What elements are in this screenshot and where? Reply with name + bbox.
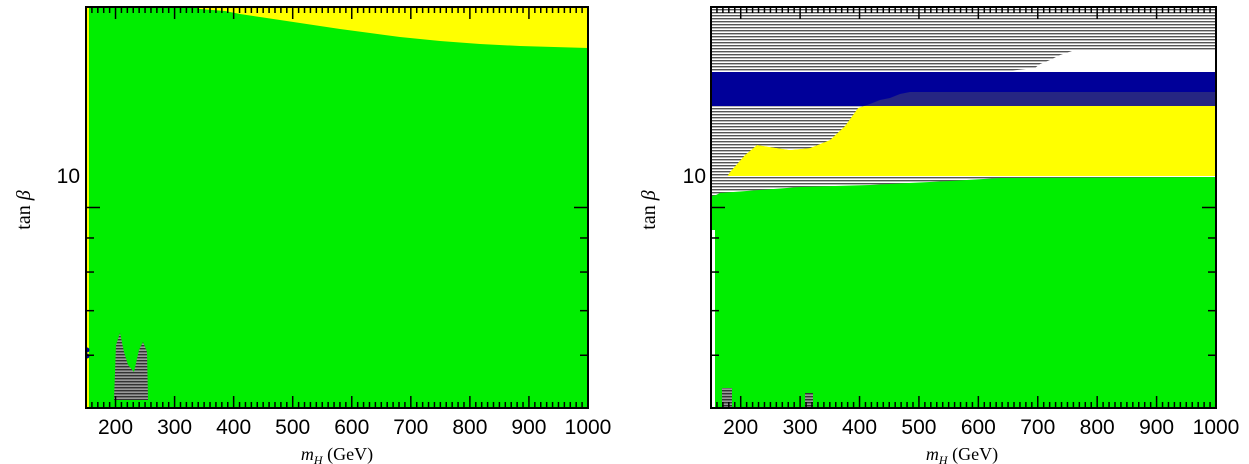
left-y-axis-title: tan β (13, 190, 35, 229)
right-x-tick-label: 900 (1139, 416, 1174, 439)
right-x-tick-label: 700 (1020, 416, 1055, 439)
right-ticks (710, 6, 1217, 409)
left-ticks (85, 6, 589, 409)
right-white-region (1000, 50, 1216, 72)
right-yellow-region (711, 92, 1216, 190)
left-hatch-region (114, 333, 148, 400)
right-x-tick-label: 1000 (1193, 416, 1240, 439)
left-x-axis-title: mH (GeV) (301, 444, 373, 464)
right-small-hatch (722, 388, 732, 408)
left-x-tick-label: 500 (275, 416, 310, 439)
right-y-tick-label: 10 (683, 165, 706, 188)
left-x-tick-label: 700 (393, 416, 428, 439)
right-x-tick-label: 300 (783, 416, 818, 439)
right-green-region (711, 177, 1216, 408)
left-x-tick-label: 400 (216, 416, 251, 439)
left-green-region (86, 7, 588, 408)
right-y-axis-title: tan β (638, 190, 660, 229)
right-x-tick-label: 200 (723, 416, 758, 439)
left-x-tick-label: 900 (511, 416, 546, 439)
left-x-tick-label: 300 (157, 416, 192, 439)
right-x-tick-label: 800 (1080, 416, 1115, 439)
left-panel: 10 200 300 400 500 600 700 800 900 1000 mH (GeV)… (13, 6, 612, 464)
right-navy-band (711, 72, 1216, 106)
left-x-tick-label: 200 (98, 416, 133, 439)
right-x-tick-label: 600 (961, 416, 996, 439)
left-y-tick-label: 10 (57, 165, 80, 188)
left-x-tick-label: 1000 (565, 416, 612, 439)
right-panel: 10 200 300 400 500 600 700 800 900 1000 mH (GeV)… (638, 6, 1240, 464)
right-small-hatch (805, 393, 813, 408)
right-x-tick-label: 500 (901, 416, 936, 439)
right-edge-strip (711, 230, 715, 408)
right-hatch-lower-left (711, 72, 858, 196)
right-x-axis-title: mH (GeV) (926, 444, 998, 464)
left-x-tick-label: 600 (334, 416, 369, 439)
left-x-tick-label: 800 (452, 416, 487, 439)
right-x-tick-label: 400 (842, 416, 877, 439)
